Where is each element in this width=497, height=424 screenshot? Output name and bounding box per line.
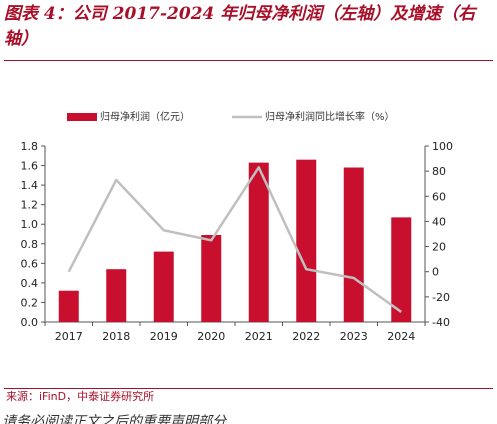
- bar: [58, 290, 79, 322]
- title-divider: [4, 60, 493, 61]
- bar: [296, 159, 317, 322]
- disclaimer-text: 请务必阅读正文之后的重要声明部分: [2, 414, 226, 424]
- left-axis-tick-label: 1.8: [21, 140, 39, 153]
- x-axis-tick-label: 2018: [102, 330, 130, 343]
- x-axis-tick-label: 2017: [55, 330, 83, 343]
- bar: [106, 269, 127, 322]
- left-axis-tick-label: 1.0: [21, 218, 39, 231]
- growth-line: [67, 166, 402, 313]
- bar-series: [58, 159, 412, 322]
- left-axis-tick-label: 0.0: [21, 316, 39, 329]
- x-axis-tick-label: 2019: [150, 330, 178, 343]
- chart-axes: 0.0 0.2 0.4 0.6 0.8 1.0 1.2 1.4 1.6 1.8 -40 -20 0 20 4…: [21, 140, 454, 343]
- source-divider: [4, 388, 493, 389]
- left-axis-tick-label: 0.6: [21, 257, 39, 270]
- x-axis-tick-label: 2022: [292, 330, 320, 343]
- chart-title: 图表 4：公司 2017-2024 年归母净利润（左轴）及增速（右轴）: [4, 4, 476, 49]
- x-axis-tick-label: 2021: [245, 330, 273, 343]
- line-series: [67, 166, 402, 313]
- right-axis-tick-label: -20: [432, 291, 450, 304]
- chart-legend: 归母净利润（亿元） 归母净利润同比增长率（%）: [67, 110, 395, 123]
- x-axis-tick-label: 2020: [197, 330, 225, 343]
- bar: [248, 162, 269, 322]
- right-axis-tick-label: 100: [432, 140, 453, 153]
- bar: [201, 234, 222, 322]
- left-axis-tick-label: 0.4: [21, 277, 39, 290]
- left-axis-tick-label: 0.8: [21, 238, 39, 251]
- x-axis-tick-label: 2024: [387, 330, 415, 343]
- bar: [343, 167, 364, 322]
- legend-bar-swatch: [67, 113, 97, 121]
- bar: [153, 251, 174, 322]
- bar: [391, 217, 412, 322]
- right-axis-tick-label: 80: [432, 165, 446, 178]
- right-axis-tick-label: 40: [432, 215, 446, 228]
- left-axis-tick-label: 1.2: [21, 199, 39, 212]
- right-axis-tick-label: 60: [432, 190, 446, 203]
- legend-bar-label: 归母净利润（亿元）: [100, 110, 190, 123]
- left-axis-tick-label: 1.6: [21, 160, 39, 173]
- right-axis-tick-label: -40: [432, 316, 450, 329]
- x-axis-tick-label: 2023: [340, 330, 368, 343]
- legend-line-label: 归母净利润同比增长率（%）: [265, 110, 395, 123]
- right-axis-tick-label: 20: [432, 241, 446, 254]
- right-axis-tick-label: 0: [432, 266, 439, 279]
- left-axis-tick-label: 0.2: [21, 296, 39, 309]
- left-axis-tick-label: 1.4: [21, 179, 39, 192]
- source-note: 来源：iFinD，中泰证券研究所: [6, 390, 155, 403]
